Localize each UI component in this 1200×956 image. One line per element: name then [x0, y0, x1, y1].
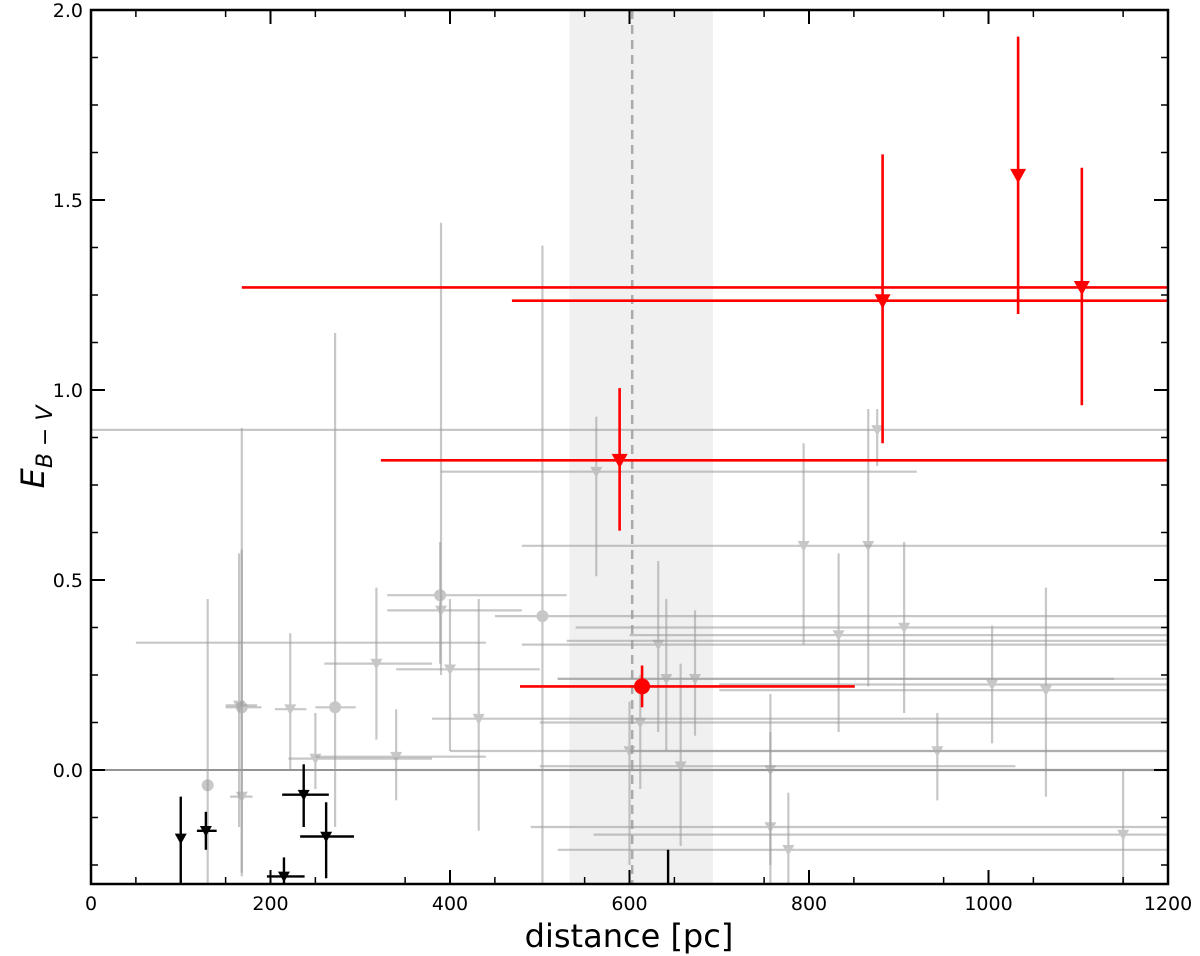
gray-data-point — [521, 443, 1168, 645]
triangle-marker — [444, 664, 456, 676]
red-data-point — [520, 665, 855, 708]
y-axis-label: EB − V — [14, 404, 58, 489]
gray-data-point — [315, 333, 356, 827]
gray-data-point — [450, 701, 1168, 865]
red-data-point — [380, 388, 1168, 531]
triangle-marker — [652, 639, 665, 651]
gray-data-point — [530, 732, 1168, 884]
triangle-marker — [871, 425, 884, 436]
x-tick-label: 400 — [432, 893, 468, 915]
red-data-point — [241, 167, 1168, 406]
black-data-point — [266, 857, 305, 884]
x-tick-label: 0 — [85, 893, 97, 915]
circle-marker — [329, 701, 342, 714]
x-tick-label: 200 — [252, 893, 288, 915]
x-tick-label: 600 — [611, 893, 647, 915]
triangle-marker — [390, 751, 403, 763]
triangle-marker — [689, 674, 702, 685]
gray-data-point — [315, 709, 486, 801]
triangle-marker — [472, 713, 485, 725]
gray-data-point — [629, 553, 1168, 732]
gray-data-point — [539, 663, 1016, 846]
y-axis-label-main: E — [14, 467, 52, 488]
axes: 0 200 400 600 800 1000 1200 0.0 0.5 1.0 1.5 2.0 — [53, 0, 1192, 915]
y-axis-label-sub: B − V — [33, 404, 58, 469]
y-tick-label: 2.0 — [53, 0, 83, 22]
y-tick-label: 1.0 — [53, 380, 83, 402]
triangle-marker — [931, 746, 944, 757]
gray-data-point — [324, 587, 433, 740]
gray-data-point — [557, 792, 1168, 884]
triangle-marker — [764, 822, 777, 833]
triangle-marker — [611, 453, 628, 469]
x-tick-label: 1000 — [964, 893, 1012, 915]
gray-data-point — [521, 561, 1168, 732]
red-series — [241, 36, 1168, 708]
gray-data-point — [557, 610, 1168, 736]
gray-data-point — [593, 770, 1168, 884]
black-data-point — [196, 811, 217, 850]
triangle-marker — [174, 833, 187, 845]
triangle-marker — [832, 630, 845, 642]
x-tick-label: 1200 — [1144, 893, 1192, 915]
triangle-marker — [590, 466, 603, 478]
triangle-marker — [1073, 281, 1090, 296]
black-data-point — [300, 802, 354, 879]
triangle-marker — [199, 826, 212, 837]
gray-data-point — [91, 409, 1168, 466]
red-data-point — [1010, 36, 1027, 314]
red-data-point — [511, 154, 1168, 444]
triangle-marker — [898, 622, 911, 634]
triangle-marker — [634, 717, 647, 729]
gray-data-point — [230, 428, 253, 877]
triangle-marker — [874, 294, 891, 309]
black-data-point — [174, 796, 187, 884]
gray-data-point — [719, 587, 1168, 797]
y-tick-label: 1.5 — [53, 190, 83, 212]
gray-data-point — [441, 416, 917, 577]
triangle-marker — [986, 679, 999, 691]
triangle-marker — [1117, 829, 1130, 841]
gray-data-point — [288, 713, 433, 789]
triangle-marker — [674, 761, 687, 773]
triangle-marker — [284, 704, 297, 716]
gray-data-point — [396, 599, 540, 751]
triangle-marker — [782, 845, 795, 856]
triangle-marker — [435, 605, 448, 617]
triangle-marker — [862, 541, 875, 552]
gray-data-point — [225, 549, 262, 873]
gray-data-point — [387, 222, 522, 675]
black-series — [174, 764, 670, 884]
triangle-marker — [235, 791, 248, 803]
triangle-marker — [1010, 168, 1027, 184]
triangle-marker — [797, 541, 810, 552]
gray-series — [91, 222, 1168, 884]
y-tick-label: 0.5 — [53, 570, 83, 592]
circle-marker — [634, 678, 651, 695]
x-tick-label: 800 — [791, 893, 827, 915]
gray-data-point — [494, 245, 1168, 884]
triangle-marker — [1039, 685, 1052, 697]
black-data-point — [282, 764, 329, 827]
gray-data-point — [629, 713, 1168, 801]
gray-data-point — [274, 633, 307, 770]
triangle-marker — [277, 871, 290, 883]
triangle-marker — [320, 831, 333, 843]
y-tick-label: 0.0 — [53, 760, 83, 782]
x-axis-label: distance [pc] — [525, 917, 734, 955]
gray-data-point — [719, 625, 1168, 744]
triangle-marker — [297, 789, 310, 801]
triangle-marker — [370, 658, 383, 670]
circle-marker — [536, 610, 549, 623]
